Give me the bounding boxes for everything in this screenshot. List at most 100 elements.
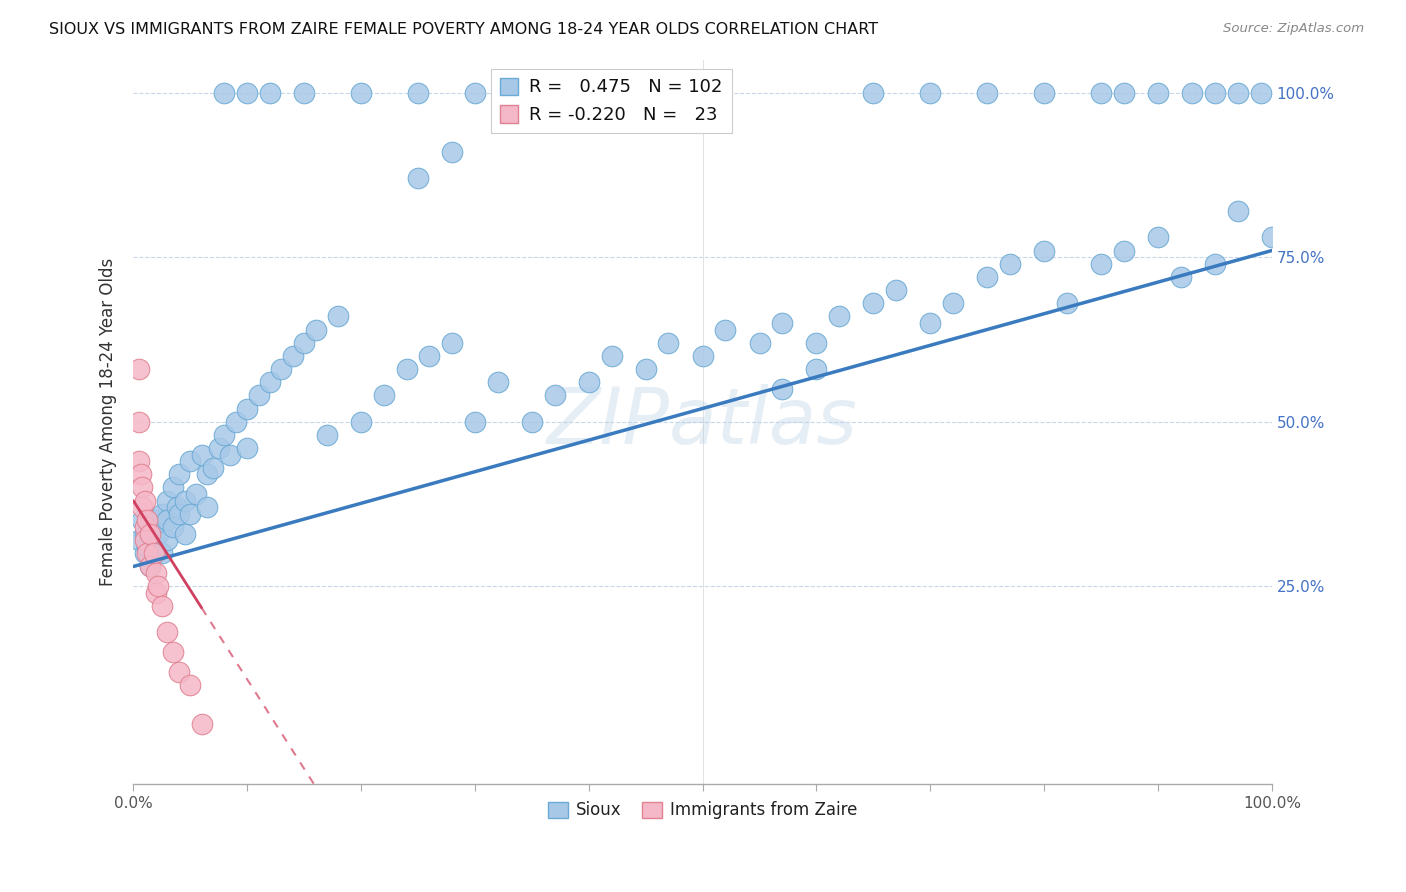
Point xyxy=(1033,86,1056,100)
Point xyxy=(131,513,153,527)
Point xyxy=(208,441,231,455)
Point xyxy=(1112,244,1135,258)
Point xyxy=(225,415,247,429)
Point xyxy=(1033,244,1056,258)
Point xyxy=(129,467,152,482)
Point xyxy=(657,335,679,350)
Point xyxy=(148,579,170,593)
Point xyxy=(142,546,165,560)
Point xyxy=(441,145,464,159)
Point xyxy=(486,375,509,389)
Point xyxy=(202,460,225,475)
Point xyxy=(1226,86,1249,100)
Point xyxy=(350,415,373,429)
Point xyxy=(236,86,259,100)
Point xyxy=(134,546,156,560)
Point xyxy=(162,481,184,495)
Point xyxy=(395,362,418,376)
Point xyxy=(543,388,565,402)
Point xyxy=(128,362,150,376)
Point xyxy=(770,316,793,330)
Point xyxy=(714,322,737,336)
Point xyxy=(190,448,212,462)
Point xyxy=(167,467,190,482)
Point xyxy=(578,375,600,389)
Point xyxy=(328,310,350,324)
Point xyxy=(1204,86,1226,100)
Point xyxy=(247,388,270,402)
Point xyxy=(634,362,657,376)
Y-axis label: Female Poverty Among 18-24 Year Olds: Female Poverty Among 18-24 Year Olds xyxy=(100,258,117,586)
Point xyxy=(315,427,337,442)
Point xyxy=(219,448,242,462)
Point xyxy=(373,388,395,402)
Point xyxy=(156,625,179,640)
Point xyxy=(134,526,156,541)
Point xyxy=(236,441,259,455)
Point xyxy=(139,520,162,534)
Point xyxy=(134,493,156,508)
Point xyxy=(136,513,159,527)
Point xyxy=(406,171,429,186)
Point xyxy=(270,362,292,376)
Point xyxy=(139,559,162,574)
Point xyxy=(136,540,159,554)
Point xyxy=(136,546,159,560)
Point xyxy=(692,86,714,100)
Point xyxy=(281,349,304,363)
Point xyxy=(520,415,543,429)
Point xyxy=(1250,86,1272,100)
Point xyxy=(139,559,162,574)
Point xyxy=(128,454,150,468)
Point xyxy=(920,316,942,330)
Point xyxy=(190,717,212,731)
Point xyxy=(145,513,167,527)
Point xyxy=(464,415,486,429)
Point xyxy=(167,507,190,521)
Point xyxy=(128,533,150,548)
Point xyxy=(150,507,173,521)
Point xyxy=(942,296,965,310)
Point xyxy=(128,415,150,429)
Point xyxy=(1112,86,1135,100)
Point xyxy=(304,322,326,336)
Point xyxy=(292,335,315,350)
Legend: Sioux, Immigrants from Zaire: Sioux, Immigrants from Zaire xyxy=(541,795,865,826)
Point xyxy=(828,310,851,324)
Point xyxy=(1090,86,1112,100)
Point xyxy=(920,86,942,100)
Point xyxy=(134,520,156,534)
Text: SIOUX VS IMMIGRANTS FROM ZAIRE FEMALE POVERTY AMONG 18-24 YEAR OLDS CORRELATION : SIOUX VS IMMIGRANTS FROM ZAIRE FEMALE PO… xyxy=(49,22,879,37)
Point xyxy=(156,533,179,548)
Point xyxy=(131,481,153,495)
Text: Source: ZipAtlas.com: Source: ZipAtlas.com xyxy=(1223,22,1364,36)
Point xyxy=(862,86,884,100)
Point xyxy=(1170,269,1192,284)
Point xyxy=(134,533,156,548)
Point xyxy=(1147,230,1170,244)
Point xyxy=(179,678,201,692)
Point xyxy=(145,586,167,600)
Point xyxy=(142,533,165,548)
Point xyxy=(184,487,207,501)
Point xyxy=(148,526,170,541)
Point xyxy=(259,375,281,389)
Point xyxy=(1261,230,1284,244)
Point xyxy=(131,500,153,515)
Point xyxy=(884,283,907,297)
Point xyxy=(173,493,195,508)
Point xyxy=(692,349,714,363)
Point xyxy=(976,269,998,284)
Point xyxy=(748,335,770,350)
Point xyxy=(418,349,440,363)
Point xyxy=(862,296,884,310)
Point xyxy=(156,513,179,527)
Point xyxy=(236,401,259,416)
Point xyxy=(179,454,201,468)
Point xyxy=(150,599,173,613)
Point xyxy=(1204,257,1226,271)
Point xyxy=(292,86,315,100)
Point xyxy=(1056,296,1078,310)
Point xyxy=(139,526,162,541)
Point xyxy=(214,427,236,442)
